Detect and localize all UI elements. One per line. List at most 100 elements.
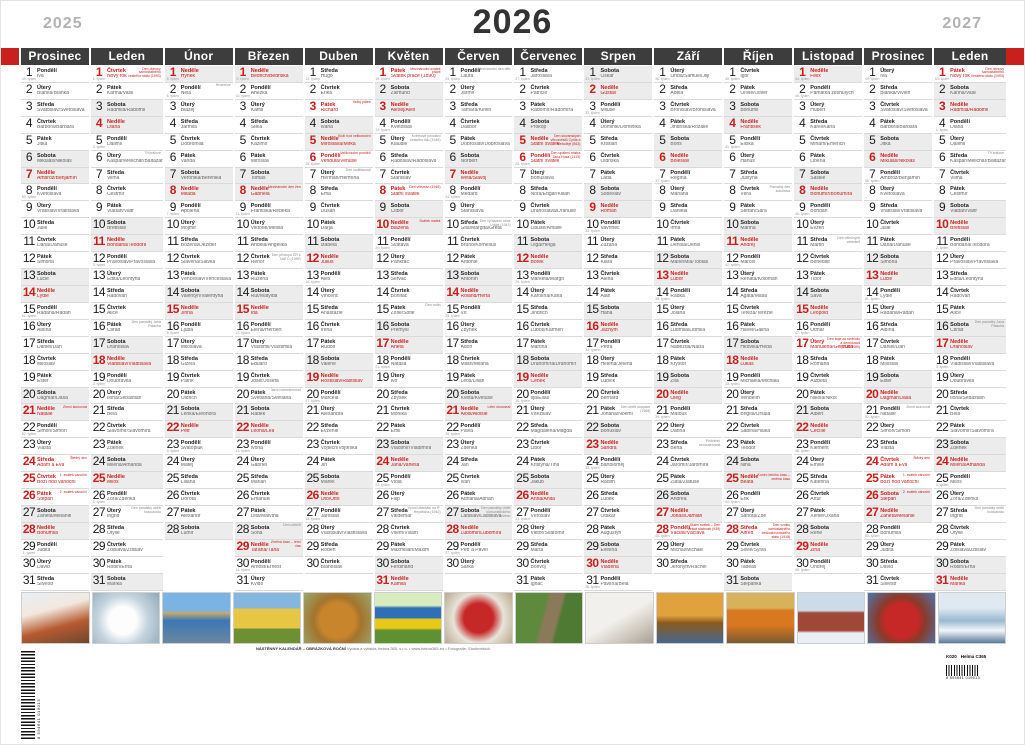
day-number-area: 20 17. týden [305,388,321,404]
week-number: 43. týden [725,381,740,386]
day-number: 20 [586,386,599,401]
nameday-label: Bohumír/Bohumíra [810,192,853,198]
nameday-label: Matěj [180,463,194,469]
day-cell: 8 Sobota Soběslav [584,184,653,202]
day-number: 11 [866,234,878,249]
day-number: 16 [166,318,180,333]
weekday-label: Středa [530,304,548,311]
nameday-label: Blahoslav [320,564,343,570]
day-number-area: 7 [794,168,810,184]
day-number-area: 28 [794,523,810,539]
day-info: Neděle Anna/Anita [530,489,554,505]
day-number-area: 6 [235,151,251,167]
day-info: Pátek Tadeáš [740,557,756,573]
day-info: Sobota Soběslav [600,184,621,200]
day-info: Středa Anastázie [321,303,343,319]
weekday-label: Pátek [810,389,825,396]
day-number: 3 [939,98,946,113]
nameday-label: Slavěna/Slávka [180,260,216,266]
day-info: Sobota Ivana [321,117,340,133]
day-info: Neděle Mikuláš/Nikolas [880,151,915,167]
day-number-area: 3 [514,100,530,116]
day-number: 18 [796,352,809,367]
day-number: 8 [309,183,317,198]
day-info: Neděle Jonáš/Damián [670,506,702,522]
day-cell: 4 Čtvrtek Barbora/Barbara [21,116,89,134]
nameday-label: Štěpán [880,497,897,503]
day-cell: 3 Sobota Bohumil [724,99,793,117]
day-info: Sobota Marika [107,574,126,590]
day-number: 21 [586,403,599,418]
day-info: Úterý Radim [600,472,614,488]
day-info: Sobota Milena/Amanda [107,455,142,471]
weekday-label: Pondělí [37,541,57,548]
day-info: Čtvrtek Bernard [600,388,619,404]
day-info: Sobota Drahoslav [107,337,130,353]
day-cell: 13 Pátek Tibor [794,269,863,286]
day-number: 12 [796,251,809,266]
day-number-area: 25 [794,472,810,488]
nameday-label: Klement [810,446,829,452]
day-cell: 24 Čtvrtek Jaromír/Jaromíra [654,455,723,473]
day-info: Čtvrtek Igor [740,66,759,82]
weekday-label: Neděle [670,271,689,278]
nameday-label: Gabriel [250,463,267,469]
nameday-label: Vanda [180,158,195,164]
nameday-label: Ambrož/Benjamín [880,175,920,181]
day-info: Středa Jindřich [530,303,547,319]
day-number: 7 [95,166,103,181]
nameday-label: Apolena [180,209,200,215]
day-number: 25 [866,471,879,486]
day-number: 8 [659,183,666,198]
day-number-area: 25 [514,472,530,488]
day-cell: 15 51. týden Pondělí Radana/Radan [21,302,89,320]
weekday-label: Čtvrtek [37,355,56,362]
day-number: 1 [519,65,526,79]
weekday-label: Neděle [320,135,339,142]
day-number: 27 [726,504,739,519]
nameday-label: Ivona [250,446,263,452]
day-number-area: 28 [91,523,107,539]
day-number-area: 16 12. týden [235,320,251,336]
day-info: Čtvrtek Patricie [530,83,549,99]
weekday-label: Pondělí [740,372,761,379]
day-info: Úterý Hanuš [740,151,754,167]
nameday-label: Blažena [390,226,409,232]
day-number-area: 1 18. týden [375,66,391,82]
day-number: 21 [376,403,389,418]
nameday-label: Bohumila [880,530,902,536]
nameday-label: Oto/Otto [320,497,340,503]
day-number-area: 2 [445,83,461,99]
weekday-label: Pátek [530,101,546,108]
weekday-label: Sobota [390,440,410,447]
day-number: 20 [656,386,669,401]
day-info: Středa Romana [810,354,829,370]
day-number-area: 1 53. týden [934,66,950,82]
day-number: 3 [169,98,177,113]
day-cell: 3 Úterý Kamil [234,99,303,117]
weekday-label: Pondělí [880,406,901,413]
day-info: Pátek Světlana/Svetlana [251,388,291,404]
day-number: 29 [866,538,879,553]
weekday-label: Čtvrtek [740,304,760,311]
weekday-label: Neděle [37,406,56,413]
day-number: 15 [516,301,529,316]
day-cell: 31 Čtvrtek Silvestr [864,573,933,591]
day-number-area: 10 [445,218,461,234]
day-cell: 11 20. týden Pondělí Svatava [374,235,443,253]
day-cell: 29 Neděle Taťána/Táňa Změna času – letní ča… [234,539,303,557]
day-info: Neděle Bořek [530,252,548,268]
week-number: 30. týden [515,398,530,403]
day-number-area: 12 [375,252,391,268]
day-info: Neděle Oleg [670,388,688,404]
day-number: 30 [586,555,599,570]
day-number-area: 31 [91,574,107,590]
day-info: Středa Kašpar/Melichar/Baltazar [950,151,1006,167]
day-cell: 8 Úterý Mariana [654,183,723,202]
week-number: 14. týden [235,567,250,572]
weekday-label: Úterý [250,338,265,345]
nameday-label: Boris [670,141,682,147]
nameday-label: David [37,564,50,570]
day-number-area: 17 [165,337,181,353]
day-cell: 11 Neděle Bohdana/Teodora [90,235,163,253]
